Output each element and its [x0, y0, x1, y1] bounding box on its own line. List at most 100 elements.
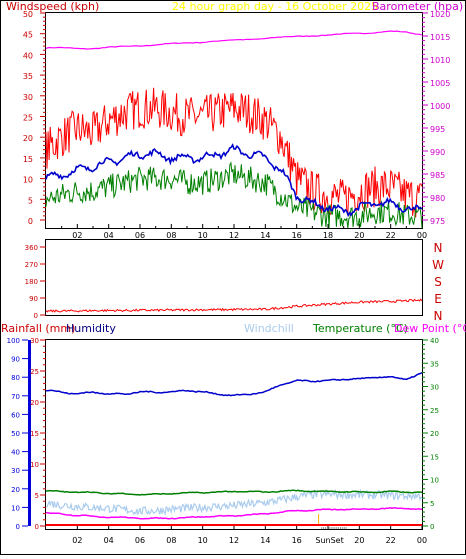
temperature-tick-label: 30	[430, 384, 439, 392]
temperature-series-line	[45, 489, 422, 496]
humidity-tick-label: 30	[11, 467, 20, 475]
wind-left-tick-label: 20	[23, 134, 33, 143]
rain-tick-label: 10	[30, 461, 39, 469]
compass-label: E	[434, 292, 442, 306]
rain-tick-label: 15	[30, 430, 39, 438]
rain-tick-label: 25	[30, 368, 39, 376]
temperature-tick-label: 0	[430, 523, 434, 531]
wind-x-tick-label: 10	[198, 231, 208, 240]
dewpoint-series-line	[45, 507, 423, 520]
baro-right-tick-label: 995	[430, 125, 445, 134]
temperature-tick-label: 40	[430, 337, 439, 345]
direction-tick-label: 270	[25, 261, 38, 269]
humidity-axis-title: Humidity	[66, 322, 116, 335]
dewpoint-legend: Dew Point (°C)	[394, 322, 466, 335]
climate-x-tick-label: 14	[260, 536, 270, 545]
barometer-series-line	[45, 30, 423, 50]
wind-left-tick-label: 5	[28, 196, 33, 205]
windspeed-axis-title: Windspeed (kph)	[6, 0, 99, 13]
climate-panel	[45, 339, 423, 530]
wind-left-tick-label: 40	[23, 51, 33, 60]
temperature-tick-label: 15	[430, 453, 439, 461]
humidity-tick-label: 20	[11, 486, 20, 494]
wind-left-tick-label: 10	[23, 176, 33, 185]
windchill-series-line	[45, 488, 423, 517]
climate-x-tick-label: 04	[104, 536, 114, 545]
climate-x-tick-label: 08	[166, 536, 176, 545]
humidity-tick-label: 10	[11, 504, 20, 512]
humidity-tick-label: 70	[11, 393, 20, 401]
climate-x-tick-label: 06	[135, 536, 145, 545]
sunset-label: SunSet	[315, 536, 343, 545]
baro-right-tick-label: 980	[430, 194, 445, 203]
humidity-tick-label: 90	[11, 356, 20, 364]
rain-tick-label: 5	[35, 492, 39, 500]
wind-x-tick-label: 12	[229, 231, 239, 240]
wind-x-tick-label: 22	[386, 231, 396, 240]
barometer-axis-title: Barometer (hpa)	[372, 0, 463, 13]
baro-right-tick-label: 1020	[430, 10, 450, 19]
humidity-axis-bar	[28, 340, 31, 526]
rain-tick-label: 20	[30, 399, 39, 407]
gust-series-line	[45, 87, 423, 218]
humidity-tick-label: 50	[11, 430, 20, 438]
lull-series-line	[45, 161, 423, 229]
humidity-tick-label: 40	[11, 449, 20, 457]
compass-label: W	[432, 258, 444, 272]
climate-x-tick-label: 16	[292, 536, 302, 545]
compass-label: N	[434, 241, 443, 255]
humidity-tick-label: 0	[16, 523, 20, 531]
baro-right-tick-label: 1010	[430, 56, 450, 65]
wind-left-tick-label: 35	[23, 72, 33, 81]
wind-x-tick-label: 14	[260, 231, 270, 240]
wind-left-tick-label: 0	[28, 217, 33, 226]
wind-x-tick-label: 16	[292, 231, 302, 240]
baro-right-tick-label: 1000	[430, 102, 450, 111]
temperature-tick-label: 10	[430, 477, 439, 485]
climate-x-tick-label: 02	[72, 536, 82, 545]
temperature-tick-label: 20	[430, 430, 439, 438]
direction-panel	[45, 239, 423, 316]
temperature-axis-title: Temperature (°C)	[312, 322, 408, 335]
compass-label: N	[434, 309, 443, 323]
humidity-series-line	[45, 372, 423, 397]
wind-x-tick-label: 06	[135, 231, 145, 240]
wind-x-tick-label: 00	[417, 231, 427, 240]
wind-x-tick-label: 20	[354, 231, 364, 240]
wind-left-tick-label: 15	[23, 155, 33, 164]
wind-left-tick-label: 25	[23, 114, 33, 123]
windchill-legend: Windchill	[244, 322, 294, 335]
direction-tick-label: 360	[25, 244, 38, 252]
humidity-tick-label: 60	[11, 411, 20, 419]
temperature-tick-label: 25	[430, 407, 439, 415]
compass-label: S	[434, 275, 442, 289]
wind-panel	[45, 12, 423, 229]
baro-right-tick-label: 1005	[430, 79, 450, 88]
graph-title: 24 hour graph day - 16 October 2025	[172, 0, 378, 13]
climate-x-tick-label: 12	[229, 536, 239, 545]
wind-left-tick-label: 30	[23, 93, 33, 102]
rain-tick-label: 0	[35, 523, 39, 531]
direction-series-line	[45, 298, 423, 313]
baro-right-tick-label: 975	[430, 217, 445, 226]
climate-x-tick-label: 20	[354, 536, 364, 545]
climate-x-tick-label: 22	[386, 536, 396, 545]
baro-right-tick-label: 990	[430, 148, 445, 157]
climate-x-tick-label: 00	[417, 536, 427, 545]
wind-x-tick-label: 02	[72, 231, 82, 240]
humidity-tick-label: 100	[7, 337, 20, 345]
humidity-tick-label: 80	[11, 374, 20, 382]
wind-x-tick-label: 18	[323, 231, 333, 240]
baro-right-tick-label: 1015	[430, 33, 450, 42]
climate-x-tick-label: 10	[198, 536, 208, 545]
baro-right-tick-label: 985	[430, 171, 445, 180]
temperature-tick-label: 5	[430, 500, 434, 508]
rainfall-axis-title: Rainfall (mm)	[1, 322, 75, 335]
wind-x-tick-label: 08	[166, 231, 176, 240]
rain-tick-label: 30	[30, 337, 39, 345]
direction-tick-label: 90	[29, 295, 38, 303]
wind-left-tick-label: 45	[23, 31, 33, 40]
average-series-line	[45, 143, 423, 218]
